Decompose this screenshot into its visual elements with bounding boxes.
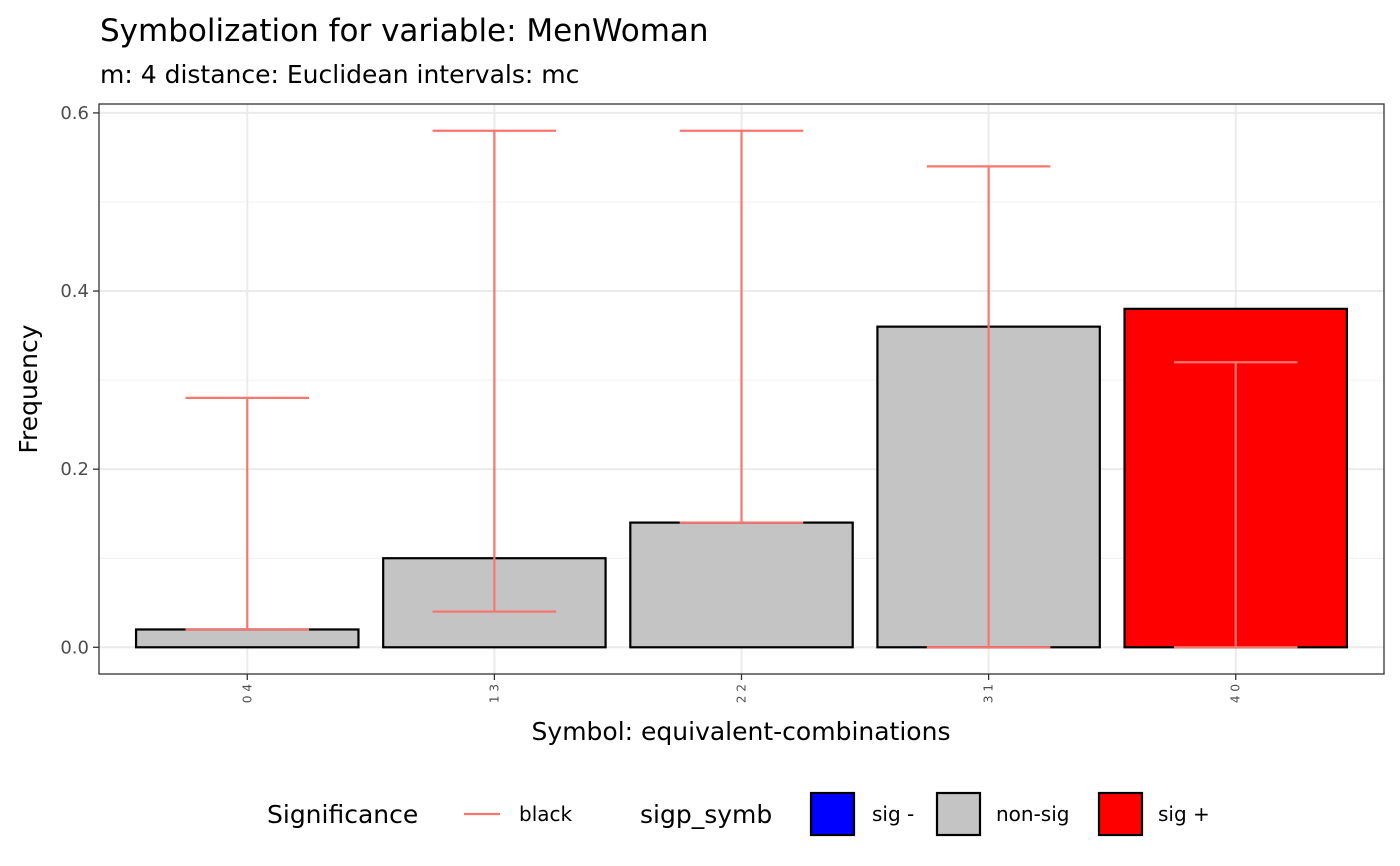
legend-line-label: black xyxy=(519,802,573,826)
x-tick-label: 3 1 xyxy=(982,684,996,703)
bars xyxy=(134,307,1349,649)
y-axis-title: Frequency xyxy=(14,324,43,453)
legend-key-sig xyxy=(1097,791,1144,837)
bar-3 xyxy=(629,521,854,649)
chart-subtitle: m: 4 distance: Euclidean intervals: mc xyxy=(100,60,579,89)
x-tick-label: 2 2 xyxy=(735,684,749,703)
legend-line-title: Significance xyxy=(267,800,418,829)
y-axis: 0.0 0.2 0.4 0.6 xyxy=(60,103,99,658)
x-tick-label: 4 0 xyxy=(1229,684,1243,703)
y-tick-label: 0.0 xyxy=(60,637,89,658)
x-axis: 0 4 1 3 2 2 3 1 4 0 xyxy=(240,674,1243,703)
legend-fill-entries: sig - non-sig sig + xyxy=(809,791,1210,837)
y-tick-label: 0.4 xyxy=(60,281,89,302)
interval-bars xyxy=(185,129,1298,649)
legend-label: sig - xyxy=(872,802,914,826)
bar-1 xyxy=(134,628,360,649)
y-tick-label: 0.6 xyxy=(60,103,89,124)
legend-fill-title: sigp_symb xyxy=(640,800,772,829)
x-tick-label: 1 3 xyxy=(487,684,501,703)
x-axis-title: Symbol: equivalent-combinations xyxy=(532,717,951,746)
y-tick-label: 0.2 xyxy=(60,459,89,480)
x-tick-label: 0 4 xyxy=(240,684,254,703)
legend-key-non-sig xyxy=(935,791,982,837)
legend: Significance black sigp_symb sig - non-si… xyxy=(267,791,1210,837)
legend-label: non-sig xyxy=(996,802,1069,826)
legend-key-sig xyxy=(809,791,856,837)
legend-label: sig + xyxy=(1158,802,1210,826)
chart-title: Symbolization for variable: MenWoman xyxy=(100,13,709,49)
